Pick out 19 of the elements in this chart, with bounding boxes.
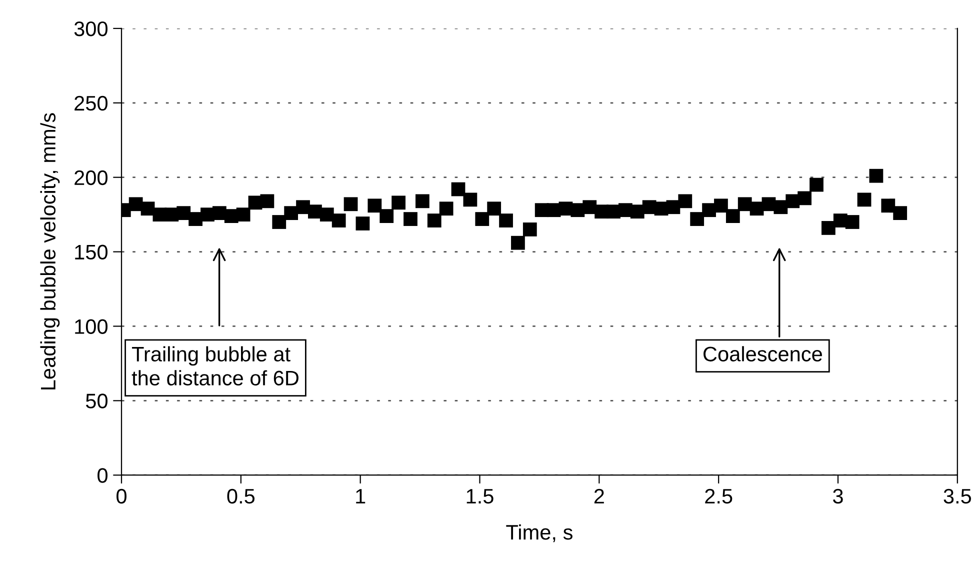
x-tick-label: 2 [594, 488, 604, 504]
y-tick-label: 200 [74, 170, 108, 186]
x-tick-label: 1 [356, 489, 366, 504]
x-tick-label: 0 [116, 488, 126, 504]
x-tick-label: 1.5 [466, 489, 494, 504]
y-tick-label: 0 [98, 468, 108, 483]
x-tick-label: 3 [833, 488, 843, 504]
x-tick-label: 2.5 [705, 488, 732, 504]
y-tick-label: 100 [75, 319, 108, 334]
y-tick-label: 250 [74, 96, 108, 111]
y-tick-label: 300 [74, 21, 108, 36]
y-tick-label: 50 [86, 394, 108, 408]
y-tick-label: 150 [75, 244, 108, 260]
x-tick-label: 0.5 [227, 488, 255, 504]
y-axis-title: Leading bubble velocity, mm/s [40, 113, 60, 390]
annotation: Trailing bubble at the distance of 6D [132, 346, 298, 386]
x-axis-title: Time, s [506, 524, 572, 542]
annotation: Coalescence [704, 346, 822, 362]
x-tick-label: 3.5 [944, 488, 972, 504]
